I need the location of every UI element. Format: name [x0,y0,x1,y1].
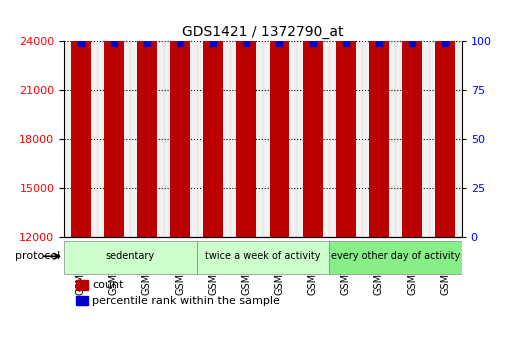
Bar [203,0,223,237]
Point [176,41,184,46]
Point [76,41,85,46]
Bar [196,41,230,237]
Bar [137,0,157,237]
Point [408,41,416,46]
Bar [329,41,362,237]
Bar [236,0,256,237]
Point [275,41,284,46]
Point [143,41,151,46]
Bar [64,41,97,237]
Title: GDS1421 / 1372790_at: GDS1421 / 1372790_at [182,25,344,39]
Point [342,41,350,46]
Bar [396,41,428,237]
Bar [303,0,323,237]
Bar [71,0,91,237]
Bar [164,41,196,237]
Text: count: count [92,280,124,290]
Point [308,41,317,46]
Bar [263,41,296,237]
Text: sedentary: sedentary [106,251,155,261]
FancyBboxPatch shape [64,241,196,274]
Bar [76,280,88,290]
Bar [435,0,455,237]
Bar [97,41,130,237]
FancyBboxPatch shape [196,241,329,274]
Point [242,41,250,46]
Text: every other day of activity: every other day of activity [331,251,460,261]
Bar [362,41,396,237]
Text: percentile rank within the sample: percentile rank within the sample [92,296,280,306]
Bar [230,41,263,237]
Bar [130,41,164,237]
Point [209,41,218,46]
Bar [104,0,124,237]
Bar [269,40,289,237]
Bar [369,0,389,237]
Bar [428,41,462,237]
Bar [336,0,356,237]
Bar [296,41,329,237]
Point [110,41,118,46]
Text: twice a week of activity: twice a week of activity [205,251,321,261]
Bar [76,296,88,305]
Bar [402,0,422,237]
FancyBboxPatch shape [329,241,462,274]
Bar [170,0,190,237]
Text: protocol: protocol [15,251,64,261]
Point [441,41,449,46]
Point [375,41,383,46]
